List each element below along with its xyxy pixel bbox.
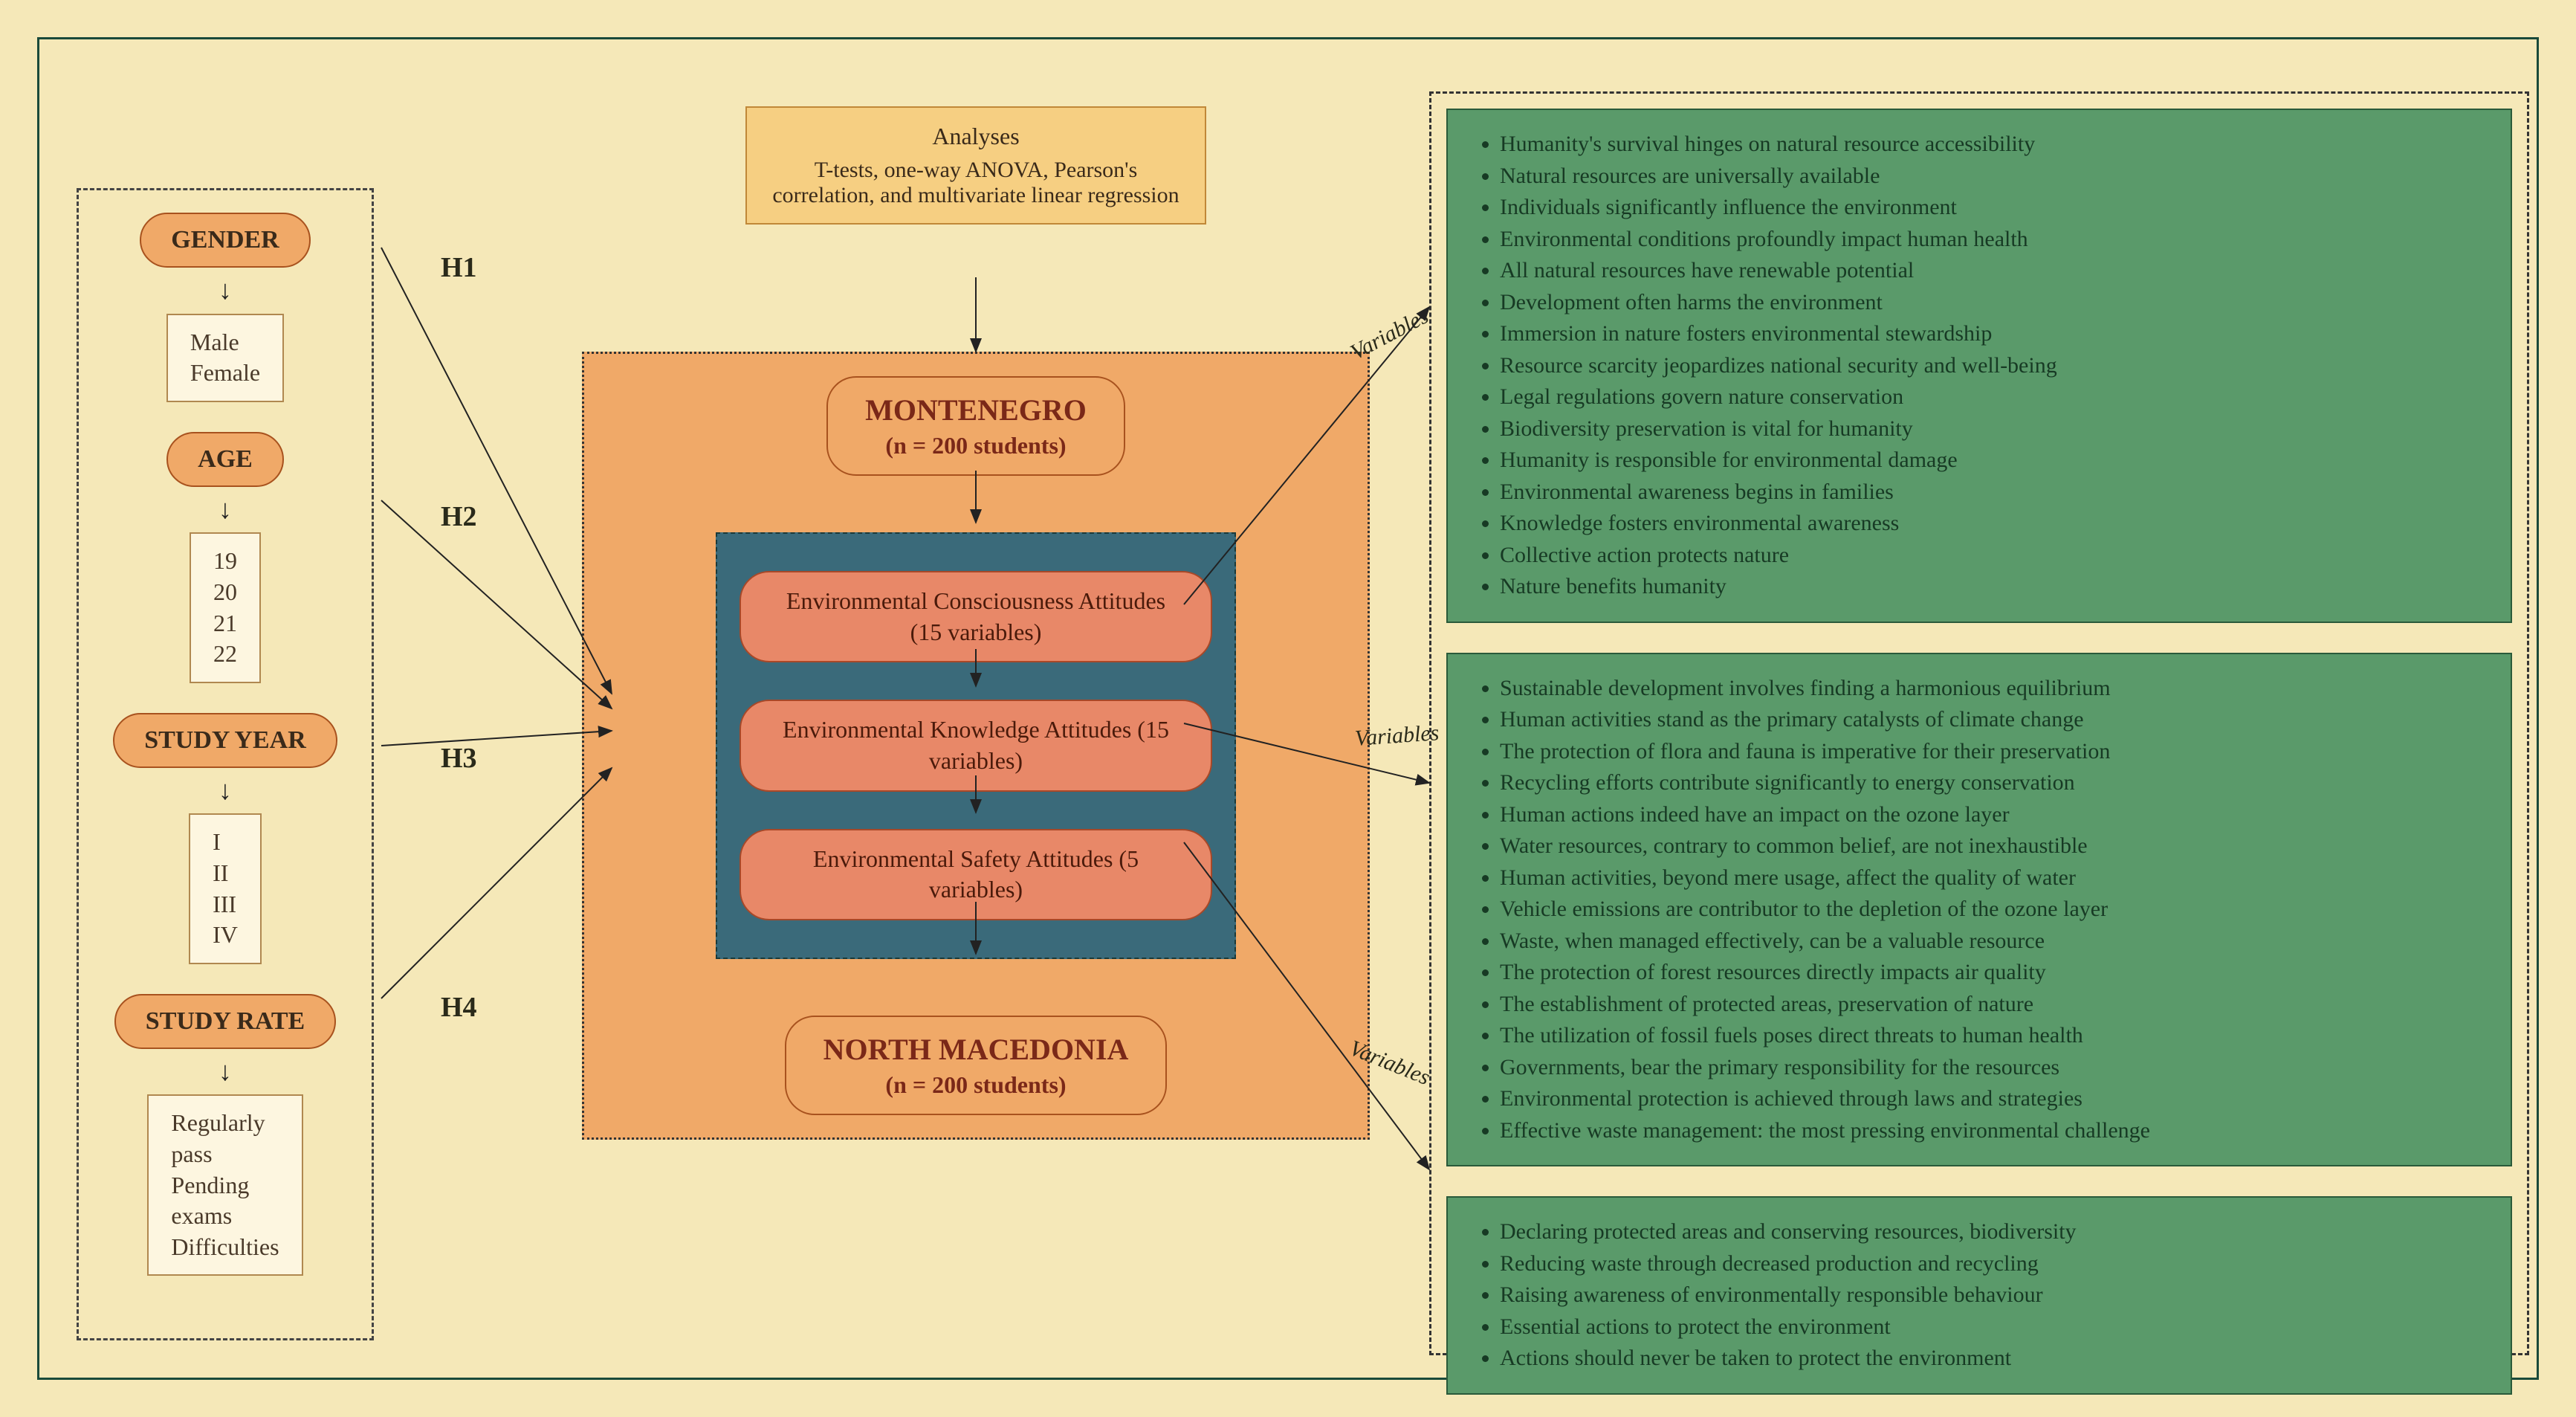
hypothesis-label: H2 (441, 500, 477, 533)
variable-item: Recycling efforts contribute significant… (1500, 768, 2484, 798)
factor-block: STUDY YEAR ↓ IIIIIIIV (94, 713, 357, 964)
variable-item: The protection of forest resources direc… (1500, 958, 2484, 988)
variable-item: Effective waste management: the most pre… (1500, 1116, 2484, 1146)
arrow-down-icon: ↓ (219, 1064, 232, 1080)
factor-pill: GENDER (140, 213, 310, 268)
variable-item: All natural resources have renewable pot… (1500, 256, 2484, 286)
variable-item: Biodiversity preservation is vital for h… (1500, 414, 2484, 445)
factor-values: MaleFemale (166, 314, 284, 402)
factor-values: RegularlypassPendingexamsDifficulties (147, 1094, 302, 1276)
variable-list-2: Sustainable development involves finding… (1475, 674, 2484, 1146)
variable-item: Reducing waste through decreased product… (1500, 1249, 2484, 1279)
variable-item: Human activities stand as the primary ca… (1500, 705, 2484, 735)
variable-item: Development often harms the environment (1500, 288, 2484, 318)
variable-item: Essential actions to protect the environ… (1500, 1312, 2484, 1343)
country-bottom-n: (n = 200 students) (823, 1071, 1129, 1099)
construct-pill: Environmental Knowledge Attitudes (15 va… (740, 700, 1212, 791)
variable-item: Waste, when managed effectively, can be … (1500, 926, 2484, 957)
green-box-2: Sustainable development involves finding… (1446, 653, 2512, 1167)
center-framework: MONTENEGRO (n = 200 students) Environmen… (582, 352, 1370, 1140)
variable-item: The establishment of protected areas, pr… (1500, 990, 2484, 1020)
construct-pill: Environmental Consciousness Attitudes (1… (740, 571, 1212, 662)
variable-item: Vehicle emissions are contributor to the… (1500, 894, 2484, 925)
factor-values: IIIIIIIV (189, 813, 262, 964)
arrow-down-icon: ↓ (219, 783, 232, 799)
arrow-down-icon: ↓ (219, 283, 232, 299)
variable-list-1: Humanity's survival hinges on natural re… (1475, 129, 2484, 602)
variable-item: The protection of flora and fauna is imp… (1500, 737, 2484, 767)
variable-item: Water resources, contrary to common beli… (1500, 831, 2484, 862)
variable-item: Humanity's survival hinges on natural re… (1500, 129, 2484, 160)
factor-pill: STUDY YEAR (113, 713, 337, 768)
variable-item: Environmental awareness begins in famili… (1500, 477, 2484, 508)
country-bottom-name: NORTH MACEDONIA (823, 1032, 1129, 1067)
arrow-down-icon: ↓ (219, 502, 232, 518)
variable-item: Raising awareness of environmentally res… (1500, 1280, 2484, 1311)
variable-item: Human actions indeed have an impact on t… (1500, 800, 2484, 830)
hypothesis-label: H3 (441, 742, 477, 775)
country-top-n: (n = 200 students) (865, 432, 1087, 459)
country-top-name: MONTENEGRO (865, 393, 1087, 427)
factor-pill: AGE (166, 432, 284, 487)
diagram-canvas: GENDER ↓ MaleFemale AGE ↓ 19202122 STUDY YEAR ↓… (37, 37, 2539, 1380)
variables-label: Variables (1347, 303, 1433, 365)
variable-item: Humanity is responsible for environmenta… (1500, 445, 2484, 476)
factor-pill: STUDY RATE (114, 994, 336, 1049)
variable-item: Knowledge fosters environmental awarenes… (1500, 509, 2484, 539)
variable-item: Human activities, beyond mere usage, aff… (1500, 863, 2484, 894)
hypothesis-label: H4 (441, 991, 477, 1024)
analyses-title: Analyses (769, 123, 1182, 150)
variable-item: The utilization of fossil fuels poses di… (1500, 1021, 2484, 1051)
variable-item: Declaring protected areas and conserving… (1500, 1217, 2484, 1247)
country-top: MONTENEGRO (n = 200 students) (826, 376, 1125, 476)
factor-block: AGE ↓ 19202122 (94, 432, 357, 683)
variable-list-3: Declaring protected areas and conserving… (1475, 1217, 2484, 1374)
green-box-1: Humanity's survival hinges on natural re… (1446, 109, 2512, 623)
factor-values: 19202122 (190, 532, 261, 682)
variable-item: Environmental protection is achieved thr… (1500, 1084, 2484, 1114)
factor-block: GENDER ↓ MaleFemale (94, 213, 357, 402)
left-factors-panel: GENDER ↓ MaleFemale AGE ↓ 19202122 STUDY YEAR ↓… (77, 188, 374, 1340)
variable-item: Governments, bear the primary responsibi… (1500, 1053, 2484, 1083)
variable-item: Nature benefits humanity (1500, 572, 2484, 602)
variable-item: Resource scarcity jeopardizes national s… (1500, 351, 2484, 381)
constructs-panel: Environmental Consciousness Attitudes (1… (716, 532, 1236, 959)
variable-item: Actions should never be taken to protect… (1500, 1343, 2484, 1374)
variables-label: Variables (1354, 720, 1440, 752)
variable-item: Individuals significantly influence the … (1500, 193, 2484, 223)
right-variables-panel: Humanity's survival hinges on natural re… (1429, 91, 2529, 1355)
construct-pill: Environmental Safety Attitudes (5 variab… (740, 829, 1212, 920)
green-box-3: Declaring protected areas and conserving… (1446, 1196, 2512, 1395)
variable-item: Collective action protects nature (1500, 540, 2484, 571)
country-bottom: NORTH MACEDONIA (n = 200 students) (785, 1016, 1168, 1115)
analyses-text: T-tests, one-way ANOVA, Pearson's correl… (769, 158, 1182, 208)
variable-item: Immersion in nature fosters environmenta… (1500, 319, 2484, 349)
variable-item: Sustainable development involves finding… (1500, 674, 2484, 704)
variable-item: Legal regulations govern nature conserva… (1500, 382, 2484, 413)
analyses-box: Analyses T-tests, one-way ANOVA, Pearson… (745, 106, 1206, 225)
factor-block: STUDY RATE ↓ RegularlypassPendingexamsDiff… (94, 994, 357, 1276)
hypothesis-label: H1 (441, 251, 477, 284)
variable-item: Environmental conditions profoundly impa… (1500, 225, 2484, 255)
variable-item: Natural resources are universally availa… (1500, 161, 2484, 192)
